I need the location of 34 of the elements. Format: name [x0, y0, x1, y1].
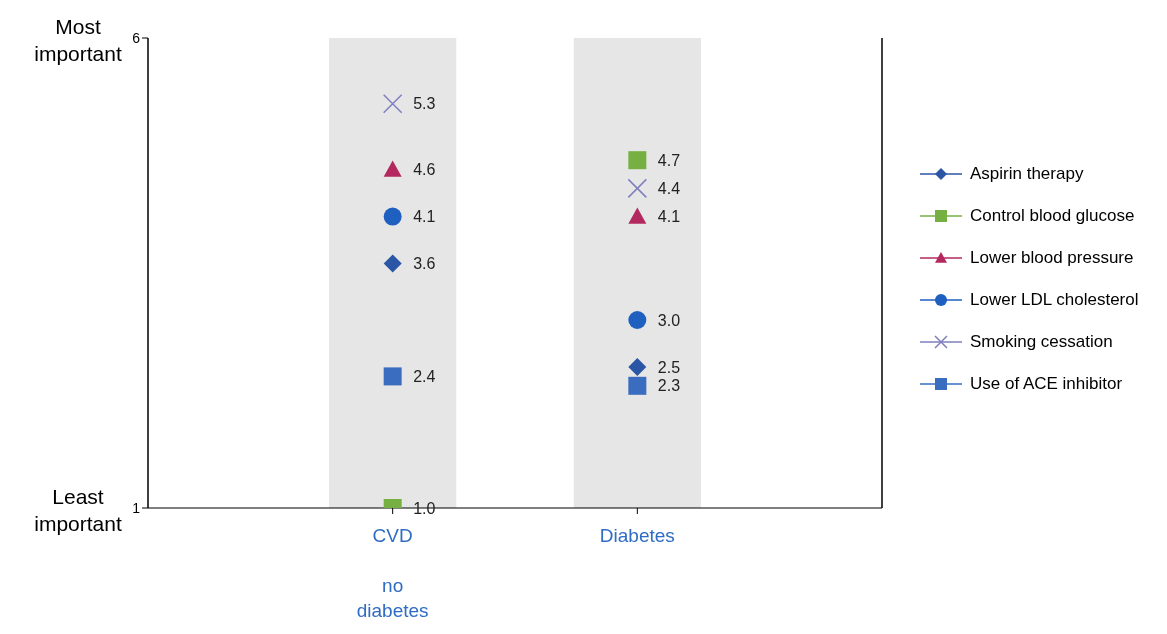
data-label: 4.1 — [413, 208, 436, 226]
data-label: 4.6 — [413, 161, 436, 179]
y-tick-label: 6 — [132, 29, 141, 46]
data-label: 2.4 — [413, 368, 436, 386]
data-label: 4.7 — [657, 151, 681, 169]
legend-label: Aspirin therapy — [970, 164, 1084, 184]
point — [383, 367, 402, 386]
point — [628, 207, 647, 224]
point — [628, 376, 647, 395]
point — [382, 94, 403, 114]
data-label: 2.3 — [657, 377, 681, 395]
data-label: 4.1 — [657, 208, 681, 226]
point — [627, 178, 648, 199]
text: Most important — [34, 15, 122, 65]
legend-label: Use of ACE inhibitor — [970, 374, 1123, 394]
legend-label: Smoking cessation — [970, 332, 1113, 352]
point — [383, 160, 402, 177]
legend-label: Control blood glucose — [970, 206, 1135, 226]
point — [383, 254, 402, 273]
category-label: CVD no diabetes — [356, 525, 429, 621]
x-tick-label: Diabetes — [599, 525, 675, 546]
data-label: 4.4 — [657, 180, 681, 198]
data-label: 3.6 — [413, 255, 436, 273]
data-label: 5.3 — [413, 95, 436, 113]
point — [628, 151, 647, 170]
data-label: 3.0 — [657, 311, 681, 329]
point — [383, 207, 402, 226]
y-tick-label: 1 — [132, 499, 141, 516]
legend-label: Lower blood pressure — [970, 248, 1134, 268]
point — [628, 358, 647, 376]
text: Least important — [34, 485, 122, 535]
legend-label: Lower LDL cholesterol — [970, 290, 1139, 310]
data-label: 2.5 — [657, 358, 681, 376]
point — [628, 311, 647, 329]
